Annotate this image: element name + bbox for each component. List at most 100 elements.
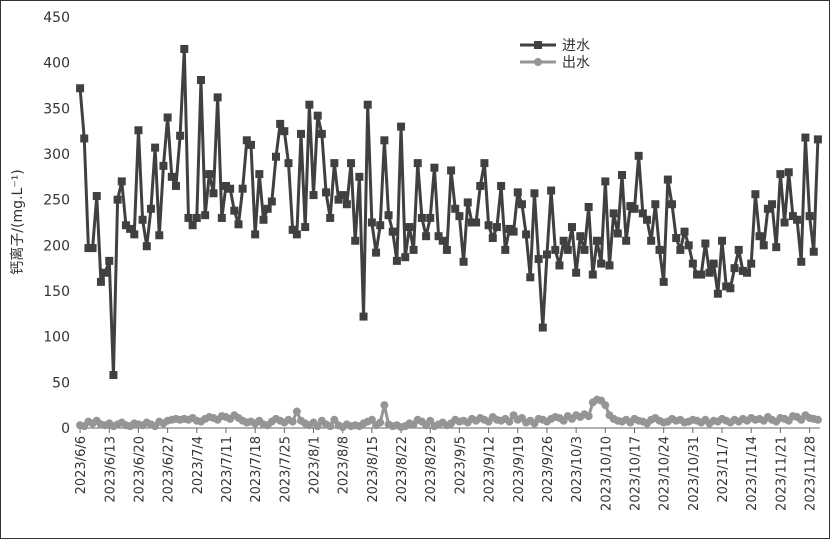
- data-point: [196, 76, 205, 85]
- data-point: [251, 230, 260, 239]
- data-point: [330, 159, 339, 168]
- data-point: [151, 143, 160, 152]
- data-point: [497, 181, 506, 190]
- x-tick-label: 2023/6/20: [132, 436, 147, 503]
- data-point: [684, 241, 693, 250]
- data-point: [355, 172, 364, 181]
- data-point: [809, 247, 818, 256]
- data-point: [80, 134, 89, 143]
- data-point: [92, 192, 101, 201]
- data-point: [238, 184, 247, 193]
- data-point: [188, 221, 197, 230]
- x-tick-label: 2023/10/24: [658, 436, 673, 511]
- legend-label: 出水: [562, 55, 590, 71]
- data-point: [171, 181, 180, 190]
- data-point: [167, 172, 176, 181]
- data-point: [676, 245, 685, 254]
- data-point: [409, 245, 418, 254]
- x-tick-label: 2023/11/14: [745, 436, 760, 511]
- data-point: [530, 189, 539, 198]
- data-point: [526, 273, 535, 282]
- data-point: [793, 215, 802, 224]
- data-point: [613, 229, 622, 238]
- data-point: [146, 204, 155, 213]
- data-point: [688, 259, 697, 268]
- data-point: [534, 255, 543, 264]
- data-point: [747, 259, 756, 268]
- data-point: [426, 416, 435, 425]
- data-point: [480, 159, 489, 168]
- data-point: [551, 245, 560, 254]
- legend-label: 进水: [562, 38, 590, 54]
- y-tick-label: 450: [43, 10, 70, 26]
- data-point: [643, 215, 652, 224]
- data-point: [209, 189, 218, 198]
- data-point: [505, 224, 514, 233]
- data-point: [455, 212, 464, 221]
- data-point: [292, 230, 301, 239]
- data-point: [492, 223, 501, 232]
- data-point: [292, 407, 301, 416]
- data-point: [726, 284, 735, 293]
- data-point: [476, 181, 485, 190]
- data-point: [705, 268, 714, 277]
- data-point: [638, 209, 647, 218]
- data-point: [380, 136, 389, 145]
- data-point: [363, 100, 372, 109]
- data-point: [567, 223, 576, 232]
- data-point: [467, 218, 476, 227]
- data-point: [693, 270, 702, 279]
- data-point: [801, 133, 810, 142]
- data-point: [130, 230, 139, 239]
- data-point: [763, 204, 772, 213]
- data-point: [192, 213, 201, 222]
- data-point: [768, 200, 777, 209]
- data-point: [730, 264, 739, 273]
- data-point: [755, 232, 764, 241]
- data-point: [738, 266, 747, 275]
- data-point: [263, 204, 272, 213]
- data-point: [376, 418, 385, 427]
- data-point: [272, 152, 281, 161]
- x-tick-label: 2023/8/22: [395, 436, 410, 503]
- data-point: [813, 415, 822, 424]
- data-point: [576, 232, 585, 241]
- data-point: [655, 245, 664, 254]
- data-point: [384, 211, 393, 220]
- data-point: [288, 225, 297, 234]
- data-point: [426, 213, 435, 222]
- y-tick-label: 200: [43, 238, 70, 254]
- data-point: [155, 231, 164, 240]
- data-point: [163, 113, 172, 122]
- x-tick-label: 2023/10/17: [629, 436, 644, 511]
- data-point: [221, 181, 230, 190]
- data-point: [522, 230, 531, 239]
- data-point: [509, 227, 518, 236]
- data-point: [313, 422, 322, 431]
- data-point: [330, 415, 339, 424]
- data-point: [242, 136, 251, 145]
- series-line: [78, 47, 820, 377]
- y-tick-label: 100: [43, 330, 70, 346]
- y-tick-label: 50: [52, 375, 70, 391]
- x-tick-label: 2023/6/13: [103, 436, 118, 503]
- data-point: [201, 211, 210, 220]
- data-point: [722, 282, 731, 291]
- data-point: [580, 245, 589, 254]
- data-point: [572, 268, 581, 277]
- data-point: [255, 170, 264, 179]
- data-point: [630, 204, 639, 213]
- data-point: [213, 93, 222, 102]
- data-point: [709, 259, 718, 268]
- y-tick-label: 250: [43, 193, 70, 209]
- data-point: [463, 198, 472, 207]
- data-point: [176, 131, 185, 140]
- y-tick-label: 0: [61, 421, 70, 437]
- data-point: [267, 197, 276, 206]
- data-point: [680, 227, 689, 236]
- data-point: [430, 163, 439, 172]
- data-point: [184, 213, 193, 222]
- data-point: [538, 323, 547, 332]
- data-point: [401, 253, 410, 262]
